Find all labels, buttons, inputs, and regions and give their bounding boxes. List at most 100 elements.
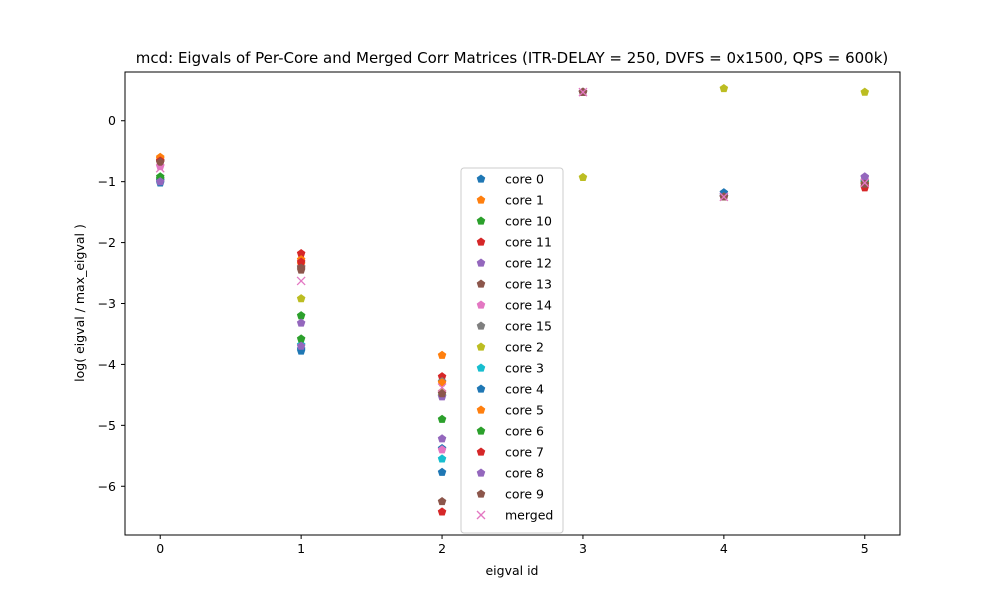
- x-tick-label: 4: [720, 541, 728, 556]
- point-core-8-1: [296, 341, 306, 350]
- series-merged: [155, 87, 870, 393]
- legend-item-core-6: core 6: [476, 424, 544, 439]
- point-merged-5: [860, 178, 870, 188]
- legend-item-core-10: core 10: [476, 214, 552, 229]
- legend-marker-core-3: [476, 363, 486, 372]
- y-tick-label: −1: [98, 174, 116, 189]
- legend-marker-core-9: [476, 489, 486, 498]
- y-tick-label: −3: [98, 296, 116, 311]
- legend-label-merged: merged: [505, 508, 553, 523]
- point-merged-4: [719, 192, 729, 202]
- x-axis-label: eigval id: [485, 563, 538, 578]
- y-axis-label: log( eigval / max_eigval ): [72, 224, 87, 382]
- legend-marker-core-14: [476, 300, 486, 309]
- legend-marker-core-6: [476, 426, 486, 435]
- legend-label-core-13: core 13: [505, 277, 552, 292]
- point-core-6-1: [296, 334, 306, 343]
- legend-item-core-5: core 5: [476, 403, 544, 418]
- x-tick-label: 0: [156, 541, 164, 556]
- legend-marker-core-4: [476, 384, 486, 393]
- legend-item-core-0: core 0: [476, 172, 544, 187]
- legend-marker-core-11: [476, 237, 486, 246]
- point-core-14-2: [437, 445, 447, 454]
- legend-marker-core-7: [476, 447, 486, 456]
- point-core-9-1: [296, 263, 306, 272]
- point-core-2-5: [860, 87, 870, 96]
- y-tick-label: −2: [98, 235, 116, 250]
- point-merged-2: [437, 383, 447, 393]
- chart-title: mcd: Eigvals of Per-Core and Merged Corr…: [136, 49, 889, 67]
- legend-label-core-4: core 4: [505, 382, 544, 397]
- legend-item-core-14: core 14: [476, 298, 552, 313]
- point-core-12-1: [296, 318, 306, 327]
- legend-label-core-5: core 5: [505, 403, 544, 418]
- point-merged-1: [296, 276, 306, 286]
- y-tick-label: −6: [98, 479, 116, 494]
- point-core-8-5: [860, 172, 870, 182]
- legend-item-merged: merged: [476, 508, 553, 523]
- legend-marker-core-0: [476, 174, 486, 183]
- legend-item-core-12: core 12: [476, 256, 552, 271]
- legend-label-core-15: core 15: [505, 319, 552, 334]
- point-core-5-2: [437, 378, 447, 387]
- legend-label-core-2: core 2: [505, 340, 544, 355]
- x-tick-label: 1: [297, 541, 305, 556]
- x-axis: 0 1 2 3 4 5: [156, 535, 869, 556]
- legend-label-core-9: core 9: [505, 487, 544, 502]
- x-tick-label: 3: [579, 541, 587, 556]
- point-core-1-2: [437, 350, 447, 359]
- point-core-2-3: [578, 172, 588, 182]
- legend-marker-core-12: [476, 258, 486, 267]
- legend-marker-core-5: [476, 405, 486, 414]
- point-core-2-1: [296, 294, 306, 303]
- legend-item-core-4: core 4: [476, 382, 544, 397]
- legend-item-core-1: core 1: [476, 193, 544, 208]
- legend-label-core-1: core 1: [505, 193, 544, 208]
- legend-item-core-2: core 2: [476, 340, 544, 355]
- legend-label-core-11: core 11: [505, 235, 552, 250]
- legend-marker-core-13: [476, 279, 486, 288]
- legend-label-core-7: core 7: [505, 445, 544, 460]
- point-core-7-1: [296, 257, 306, 266]
- legend: core 0 core 1 core 10 core 11 core 12 core 13…: [460, 167, 564, 534]
- data-points: [155, 83, 870, 516]
- legend-label-core-10: core 10: [505, 214, 552, 229]
- point-core-10-1: [296, 311, 306, 320]
- legend-label-core-0: core 0: [505, 172, 544, 187]
- legend-label-core-14: core 14: [505, 298, 552, 313]
- legend-item-core-8: core 8: [476, 466, 544, 481]
- legend-item-core-11: core 11: [476, 235, 552, 250]
- point-core-13-2: [437, 496, 447, 506]
- point-core-3-2: [437, 454, 447, 463]
- legend-item-core-9: core 9: [476, 487, 544, 502]
- legend-item-core-15: core 15: [476, 319, 552, 334]
- x-tick-label: 5: [861, 541, 869, 556]
- legend-item-core-13: core 13: [476, 277, 552, 292]
- y-tick-label: −4: [98, 357, 116, 372]
- legend-item-core-3: core 3: [476, 361, 544, 376]
- y-tick-label: 0: [108, 113, 116, 128]
- legend-marker-core-1: [476, 195, 486, 204]
- point-core-11-1: [296, 249, 306, 258]
- x-tick-label: 2: [438, 541, 446, 556]
- point-core-9-0: [155, 157, 165, 166]
- legend-frame: [460, 167, 564, 534]
- point-merged-3: [578, 87, 588, 97]
- y-axis: −6 −5 −4 −3 −2 −1 0: [98, 113, 125, 494]
- point-core-2-4: [719, 83, 729, 93]
- legend-label-core-3: core 3: [505, 361, 544, 376]
- point-core-4-2: [437, 467, 447, 476]
- y-tick-label: −5: [98, 418, 116, 433]
- point-core-8-0: [155, 177, 165, 186]
- point-core-10-2: [437, 414, 447, 423]
- point-core-12-2: [437, 434, 447, 443]
- legend-label-core-12: core 12: [505, 256, 552, 271]
- point-core-11-2: [437, 372, 447, 381]
- point-merged-0: [155, 163, 165, 173]
- legend-label-core-6: core 6: [505, 424, 544, 439]
- legend-marker-core-15: [476, 321, 486, 330]
- legend-item-core-7: core 7: [476, 445, 544, 460]
- legend-marker-core-8: [476, 468, 486, 477]
- legend-marker-core-2: [476, 342, 486, 351]
- point-core-9-2: [437, 389, 447, 398]
